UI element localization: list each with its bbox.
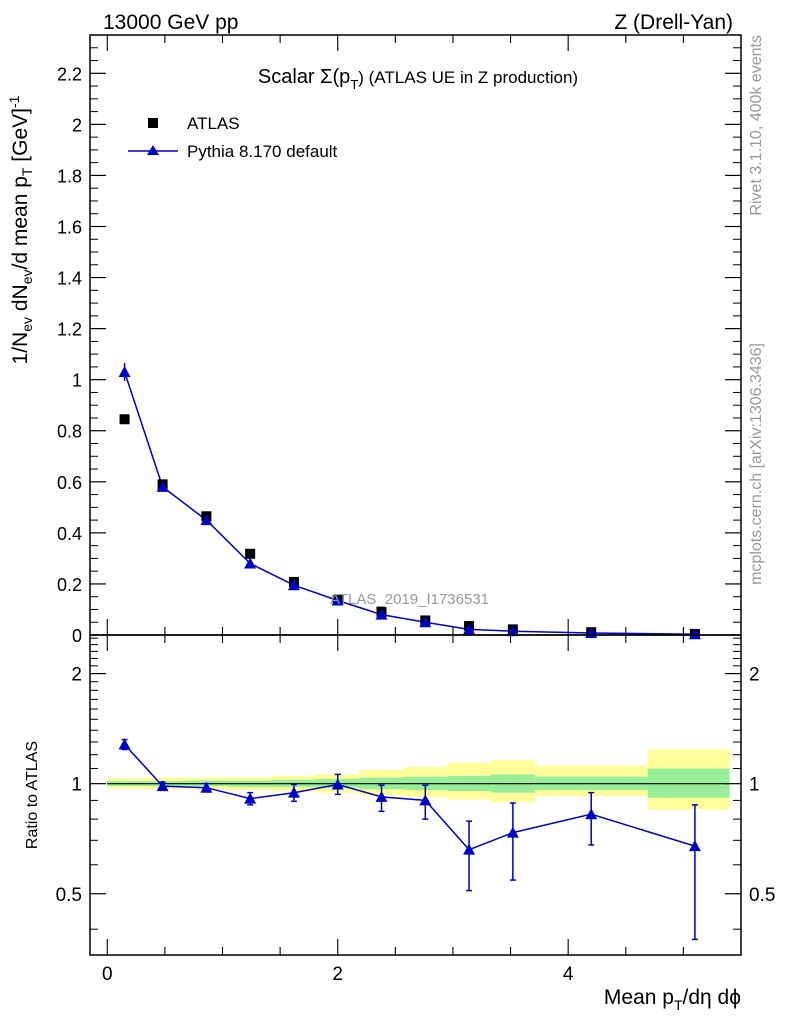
main-ytick-label: 2.2 (57, 64, 82, 84)
main-ytick-label: 0.8 (57, 422, 82, 442)
main-ytick-label: 0.6 (57, 473, 82, 493)
legend-label-atlas: ATLAS (187, 114, 240, 133)
main-ytick-label: 1 (72, 371, 82, 391)
main-ytick-label: 1.4 (57, 269, 82, 289)
main-ytick-label: 1.8 (57, 166, 82, 186)
ratio-point (463, 843, 476, 855)
main-ylabel: 1/Nev dNev/d mean pT [GeV]-1 (6, 95, 35, 364)
pythia-point (506, 625, 519, 637)
header-left: 13000 GeV pp (103, 11, 238, 34)
ratio-point (506, 826, 519, 838)
ratio-xtick-label: 4 (563, 964, 574, 985)
ratio-ytick-label-right: 1 (749, 775, 760, 796)
ratio-point (419, 794, 432, 806)
main-ytick-label: 1.2 (57, 320, 82, 340)
xlabel-b: /dη dϕ (683, 986, 741, 1009)
ylabel-a-sub: ev (19, 317, 35, 332)
ratio-ytick-label: 2 (71, 665, 82, 686)
xlabel-a: Mean p (604, 986, 674, 1009)
atlas-point (245, 548, 256, 559)
ratio-point (585, 808, 598, 820)
pythia-point (156, 480, 169, 492)
ylabel-b: dN (9, 284, 32, 317)
main-ytick-label: 2 (72, 115, 82, 135)
ylabel-d-sup: -1 (6, 95, 22, 108)
ratio-line (124, 743, 696, 851)
ratio-frame (89, 634, 742, 956)
pythia-point (419, 616, 432, 628)
ratio-plot: 0.5 0.5 1 1 2 2 0 2 4 Ratio to ATLAS Mean pT/dη … (24, 634, 775, 1013)
ratio-point (200, 781, 213, 793)
ratio-point (156, 780, 169, 792)
legend-marker-atlas (148, 118, 158, 128)
pythia-point (118, 366, 131, 378)
main-ytick-label: 0 (72, 626, 82, 646)
legend: ATLAS Pythia 8.170 default (128, 114, 338, 161)
main-plot: 0 0.2 0.4 0.6 0.8 1 1.2 1.4 1.6 1.8 2 2.2 Scalar Σ(… (6, 34, 742, 646)
ratio-xtick-label: 2 (332, 964, 343, 985)
ratio-point (287, 786, 300, 798)
pythia-point (287, 579, 300, 591)
ratio-ytick-label: 0.5 (56, 885, 82, 906)
ratio-point (375, 790, 388, 802)
pythia-point (244, 557, 257, 569)
legend-marker-pythia (147, 145, 159, 155)
ylabel-c-sub: T (19, 167, 35, 176)
ylabel-b-sub: ev (19, 269, 35, 284)
ratio-point (118, 738, 131, 750)
main-title-main: Scalar Σ(p (258, 66, 350, 88)
header-right: Z (Drell-Yan) (614, 11, 733, 34)
rivet-label: Rivet 3.1.10, 400k events (748, 35, 765, 216)
ylabel-a: 1/N (9, 332, 32, 365)
ratio-point (688, 840, 701, 852)
main-ytick-label: 0.4 (57, 524, 82, 544)
main-ytick-label: 1.6 (57, 217, 82, 237)
ratio-series (118, 738, 701, 941)
xlabel-a-sub: T (674, 997, 683, 1013)
ratio-xtick-label: 0 (102, 964, 113, 985)
pythia-point (375, 608, 388, 620)
ratio-ytick-label: 1 (71, 775, 82, 796)
pythia-point (688, 628, 701, 640)
main-ticks: 0 0.2 0.4 0.6 0.8 1 1.2 1.4 1.6 1.8 2 2.2 (57, 34, 741, 646)
mcplots-label: mcplots.cern.ch [arXiv:1306.3436] (748, 343, 765, 585)
pythia-point (463, 623, 476, 635)
ratio-point (331, 778, 344, 790)
watermark: ATLAS_2019_I1736531 (330, 591, 489, 608)
ylabel-d: [GeV] (9, 108, 32, 168)
main-title-end: ) (ATLAS UE in Z production) (358, 68, 578, 87)
pythia-point (331, 594, 344, 606)
atlas-point (119, 414, 130, 425)
ratio-point (244, 792, 257, 804)
ratio-ticks: 0.5 0.5 1 1 2 2 0 2 4 (56, 635, 775, 985)
ratio-ytick-label-right: 2 (749, 665, 760, 686)
ratio-ylabel: Ratio to ATLAS (24, 741, 41, 849)
ratio-ytick-label-right: 0.5 (749, 885, 775, 906)
legend-label-pythia: Pythia 8.170 default (187, 142, 338, 161)
main-ytick-label: 0.2 (57, 575, 82, 595)
ylabel-c: /d mean p (9, 176, 32, 269)
main-title-sub: T (350, 77, 358, 92)
pythia-point (200, 514, 213, 526)
main-series (118, 363, 701, 640)
main-title: Scalar Σ(pT) (ATLAS UE in Z production) (258, 66, 578, 92)
pythia-line (123, 371, 695, 635)
ratio-xlabel: Mean pT/dη dϕ (604, 986, 741, 1013)
